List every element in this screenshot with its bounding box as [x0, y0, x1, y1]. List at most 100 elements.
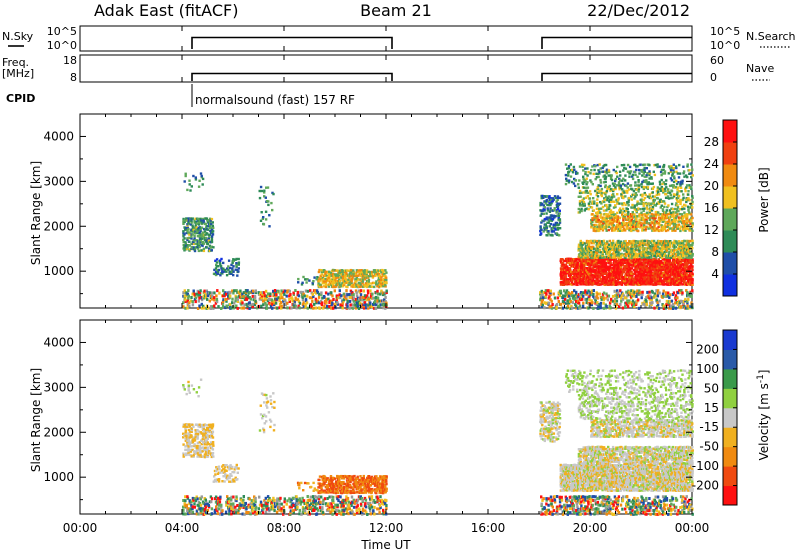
data-cell: [645, 274, 648, 277]
data-cell: [678, 283, 682, 286]
data-cell: [631, 223, 634, 226]
data-cell: [665, 279, 669, 282]
data-cell: [543, 207, 546, 211]
data-cell: [679, 260, 683, 263]
data-cell: [548, 202, 551, 205]
data-cell: [677, 210, 680, 213]
data-cell: [235, 257, 238, 261]
data-cell: [553, 209, 556, 212]
data-cell: [383, 273, 386, 276]
data-cell: [599, 278, 602, 281]
data-cell: [231, 297, 234, 301]
data-cell: [628, 250, 631, 254]
data-cell: [553, 207, 556, 210]
data-cell: [634, 163, 637, 167]
data-cell: [613, 254, 616, 258]
data-cell: [359, 293, 363, 297]
data-cell: [186, 230, 189, 233]
data-cell: [658, 229, 662, 232]
data-cell: [567, 172, 570, 175]
data-cell: [638, 245, 641, 248]
data-cell: [676, 283, 680, 286]
data-cell: [667, 263, 671, 266]
freq-trace-1: [191, 72, 393, 81]
data-cell: [643, 168, 646, 172]
data-cell: [660, 204, 663, 207]
data-cell: [300, 283, 304, 286]
data-cell: [614, 261, 618, 265]
data-cell: [586, 256, 590, 259]
data-cell: [634, 279, 637, 282]
data-cell: [646, 221, 649, 225]
data-cell: [642, 218, 645, 221]
data-cell: [604, 269, 607, 272]
data-cell: [324, 291, 328, 295]
data-cell: [681, 274, 685, 277]
data-cell: [581, 181, 584, 184]
data-cell: [628, 220, 631, 223]
data-cell: [196, 307, 200, 310]
data-cell: [681, 283, 684, 286]
data-cell: [320, 270, 323, 274]
data-cell: [644, 276, 647, 279]
data-cell: [667, 218, 671, 221]
data-cell: [190, 242, 193, 246]
data-cell: [384, 285, 387, 288]
data-cell: [353, 272, 356, 275]
data-cell: [618, 252, 621, 256]
data-cell: [651, 205, 655, 209]
data-cell: [546, 195, 549, 198]
data-cell: [652, 202, 655, 205]
data-cell: [598, 172, 601, 175]
data-cell: [182, 235, 185, 238]
data-cell: [657, 190, 660, 193]
data-cell: [602, 220, 605, 223]
data-cell: [313, 290, 317, 294]
data-cell: [218, 261, 222, 265]
data-cell: [590, 222, 593, 225]
data-cell: [342, 276, 345, 280]
data-cell: [359, 284, 363, 287]
data-cell: [555, 221, 558, 225]
data-cell: [603, 260, 606, 263]
data-cell: [612, 193, 615, 196]
data-cell: [687, 256, 690, 259]
data-cell: [677, 176, 681, 179]
data-cell: [617, 272, 621, 275]
data-cell: [601, 274, 604, 277]
data-cell: [671, 174, 674, 177]
data-cell: [622, 275, 625, 279]
data-cell: [653, 229, 657, 232]
data-cell: [187, 227, 190, 231]
data-cell: [667, 252, 671, 255]
data-cell: [599, 215, 602, 218]
data-cell: [598, 207, 601, 210]
data-cell: [691, 195, 694, 198]
data-cell: [322, 270, 325, 274]
data-cell: [631, 259, 635, 263]
data-cell: [661, 240, 664, 243]
data-cell: [634, 275, 637, 279]
data-cell: [603, 249, 606, 252]
data-cell: [622, 196, 625, 200]
data-cell: [643, 207, 646, 210]
data-cell: [645, 175, 648, 178]
data-cell: [626, 242, 629, 245]
data-cell: [358, 282, 361, 285]
data-cell: [634, 192, 637, 195]
data-cell: [634, 274, 638, 277]
data-cell: [350, 282, 353, 285]
freq-tick-top: 18: [63, 54, 77, 67]
data-cell: [665, 216, 669, 220]
data-cell: [582, 191, 585, 194]
data-cell: [615, 225, 618, 228]
data-cell: [611, 222, 615, 225]
data-cell: [196, 217, 200, 221]
data-cell: [578, 189, 582, 193]
data-cell: [325, 274, 328, 277]
data-cell: [200, 249, 204, 252]
data-cell: [378, 281, 381, 285]
data-cell: [331, 301, 334, 305]
data-cell: [371, 270, 374, 274]
data-cell: [546, 234, 549, 237]
